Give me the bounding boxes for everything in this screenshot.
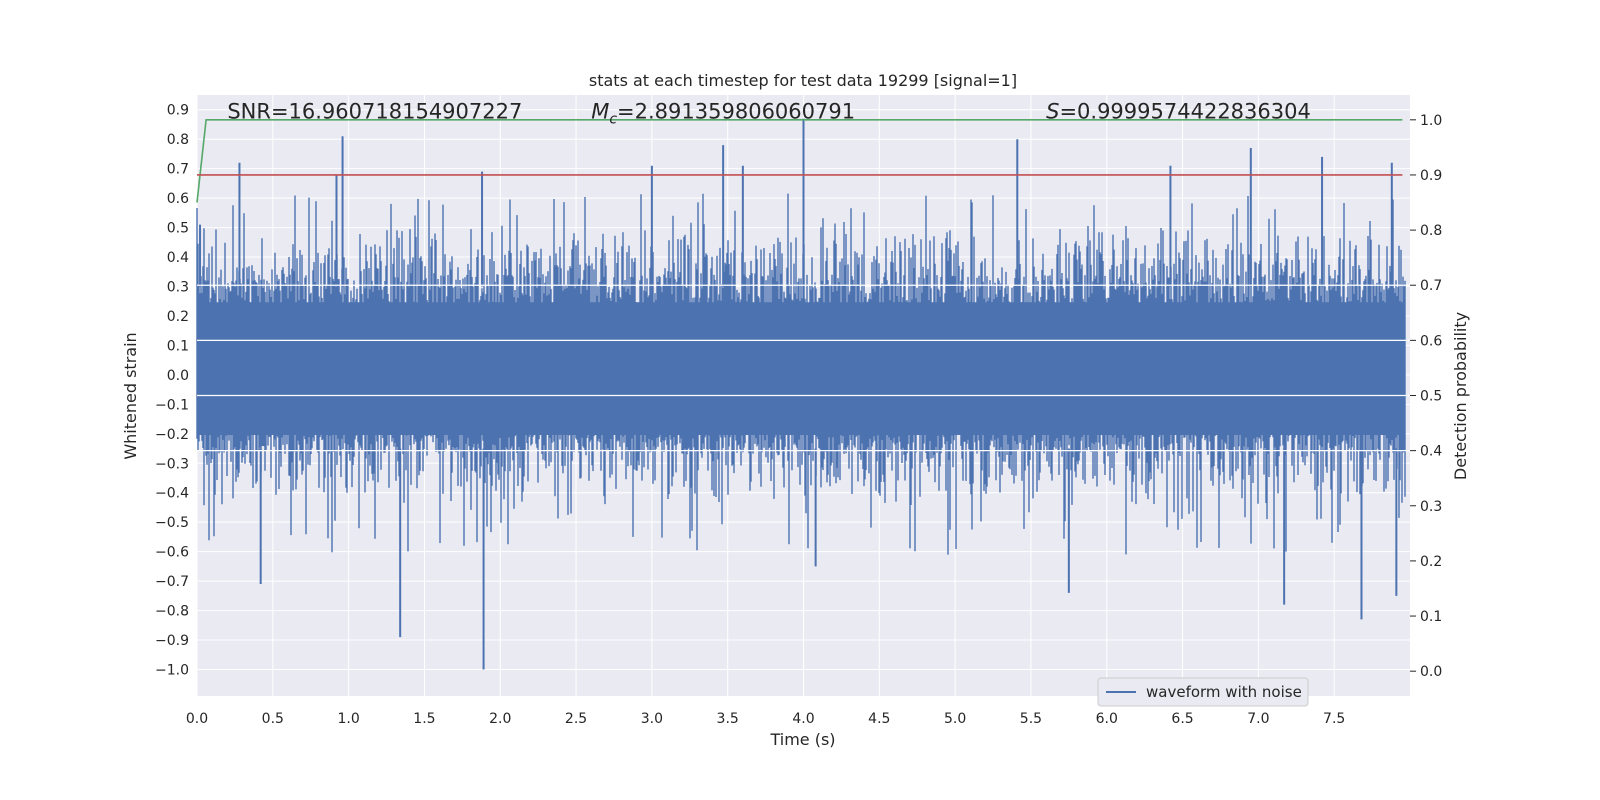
x-tick-label: 2.0: [489, 711, 511, 727]
x-tick-label: 7.0: [1247, 711, 1269, 727]
y-tick-label: 0.2: [167, 309, 189, 325]
y-tick-label: −0.1: [155, 397, 189, 413]
probability-lines: [196, 119, 1403, 203]
x-tick-label: 5.5: [1020, 711, 1042, 727]
x-tick-label: 5.0: [944, 711, 966, 727]
chirp-mass-symbol: M: [591, 100, 609, 124]
x-tick-label: 3.0: [641, 711, 663, 727]
x-tick-label: 6.5: [1171, 711, 1193, 727]
y2-tick-label: 0.7: [1420, 278, 1442, 294]
y2-tick-label: 0.5: [1420, 389, 1442, 405]
y-tick-label: 0.5: [167, 221, 189, 237]
y2-tick-label: 1.0: [1420, 113, 1442, 129]
x-tick-label: 3.5: [717, 711, 739, 727]
y2-tick-label: 0.9: [1420, 168, 1442, 184]
legend: waveform with noise: [1097, 677, 1309, 707]
legend-box: [1097, 677, 1309, 707]
x-tick-label: 2.5: [565, 711, 587, 727]
y-tick-label: −1.0: [155, 662, 189, 678]
y-tick-label: −0.4: [155, 486, 189, 502]
y-tick-label: −0.7: [155, 574, 189, 590]
y-axis-label: Whitened strain: [121, 332, 140, 459]
y2-tick-label: 0.6: [1420, 333, 1442, 349]
y2-tick-label: 0.3: [1420, 499, 1442, 515]
y-tick-label: 0.7: [167, 162, 189, 178]
chirp-mass-annotation: Mc=2.891359806060791: [591, 100, 855, 128]
y-tick-label: 0.9: [167, 103, 189, 119]
y2-tick-label: 0.0: [1420, 664, 1442, 680]
y-tick-label: −0.5: [155, 515, 189, 531]
chirp-mass-value: =2.891359806060791: [617, 100, 855, 124]
x-tick-label: 7.5: [1323, 711, 1345, 727]
x-tick-label: 0.0: [186, 711, 208, 727]
y-tick-label: 0.0: [167, 368, 189, 384]
y-tick-label: 0.3: [167, 279, 189, 295]
y-tick-label: 0.6: [167, 191, 189, 207]
score-symbol: S: [1046, 100, 1059, 124]
y2-tick-label: 0.4: [1420, 444, 1442, 460]
y-tick-label: 0.1: [167, 338, 189, 354]
x-tick-label: 4.0: [792, 711, 814, 727]
y-tick-label: −0.6: [155, 545, 189, 561]
x-tick-label: 1.5: [413, 711, 435, 727]
y2-tick-label: 0.1: [1420, 609, 1442, 625]
x-tick-label: 1.0: [337, 711, 359, 727]
waveform-core: [197, 302, 1406, 435]
y-axis-ticks: 0.9 0.8 0.7 0.6 0.5 0.4 0.3 0.2 0.1 0.0 −0.1 −0.2 −0…: [155, 103, 189, 679]
y2-axis-label: Detection probability: [1451, 312, 1470, 480]
x-tick-label: 0.5: [262, 711, 284, 727]
y-tick-label: −0.3: [155, 456, 189, 472]
y-tick-label: 0.8: [167, 132, 189, 148]
overlay-gridlines: [197, 284, 1410, 452]
y2-tick-label: 0.2: [1420, 554, 1442, 570]
y-tick-label: −0.2: [155, 427, 189, 443]
score-annotation: S=0.9999574422836304: [1046, 100, 1311, 124]
x-tick-label: 6.0: [1096, 711, 1118, 727]
y2-axis-ticks: 1.0 0.9 0.8 0.7 0.6 0.5 0.4 0.3 0.2 0.1 0.0: [1410, 113, 1442, 680]
chart-title: stats at each timestep for test data 192…: [589, 71, 1017, 90]
chirp-mass-subscript: c: [609, 112, 617, 128]
x-axis-ticks: 0.0 0.5 1.0 1.5 2.0 2.5 3.0 3.5 4.0 4.5 5.0 5.5 6.0 6…: [186, 711, 1345, 727]
y-tick-label: −0.8: [155, 604, 189, 620]
y-tick-label: −0.9: [155, 633, 189, 649]
legend-entry-waveform: waveform with noise: [1146, 683, 1302, 701]
x-tick-label: 4.5: [868, 711, 890, 727]
y2-tick-label: 0.8: [1420, 223, 1442, 239]
snr-annotation: SNR=16.960718154907227: [227, 100, 522, 124]
score-value: =0.9999574422836304: [1059, 100, 1310, 124]
x-axis-label: Time (s): [769, 730, 835, 749]
y-tick-label: 0.4: [167, 250, 189, 266]
waveform-with-noise-series: [196, 118, 1406, 670]
